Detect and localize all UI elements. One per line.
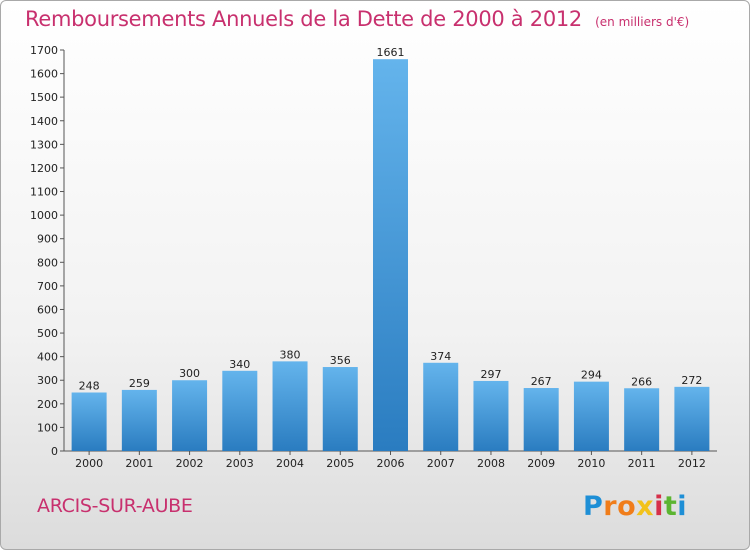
y-tick-label: 1700 xyxy=(30,44,58,57)
bar xyxy=(473,380,509,451)
bar xyxy=(624,388,660,451)
bar-value-label: 266 xyxy=(631,375,652,388)
x-tick-label: 2000 xyxy=(75,457,103,470)
unit-label: (en milliers d'€) xyxy=(595,15,690,29)
bar-value-label: 300 xyxy=(179,367,200,380)
bar xyxy=(272,361,308,451)
x-tick-label: 2001 xyxy=(125,457,153,470)
x-tick-label: 2004 xyxy=(276,457,304,470)
proxiti-logo: Proxiti xyxy=(583,491,687,522)
x-tick-label: 2008 xyxy=(477,457,505,470)
x-tick-label: 2009 xyxy=(527,457,555,470)
logo-part: i xyxy=(654,491,664,522)
bar-value-label: 267 xyxy=(531,375,552,388)
logo-part: P xyxy=(583,491,604,522)
y-tick-label: 1000 xyxy=(30,209,58,222)
bar xyxy=(573,381,609,451)
bar xyxy=(322,367,358,451)
y-tick-label: 1500 xyxy=(30,91,58,104)
chart-title: Remboursements Annuels de la Dette de 20… xyxy=(25,7,582,31)
x-tick-label: 2010 xyxy=(577,457,605,470)
bar xyxy=(373,59,408,452)
y-tick-label: 400 xyxy=(37,351,58,364)
bar-value-label: 259 xyxy=(129,377,150,390)
bar xyxy=(172,380,208,451)
y-tick-label: 1100 xyxy=(30,186,58,199)
bar xyxy=(423,362,459,451)
bar xyxy=(674,386,710,451)
bar-value-label: 340 xyxy=(229,358,250,371)
y-tick-label: 0 xyxy=(51,445,58,458)
logo-part: i xyxy=(677,491,688,522)
bar-value-label: 356 xyxy=(330,354,351,367)
y-tick-label: 500 xyxy=(37,327,58,340)
y-tick-label: 600 xyxy=(37,303,58,316)
logo-part: ro xyxy=(603,491,637,522)
y-tick-label: 300 xyxy=(37,374,58,387)
logo-part: t xyxy=(663,491,678,522)
y-tick-label: 800 xyxy=(37,256,58,269)
bar-value-label: 272 xyxy=(681,374,702,387)
bar xyxy=(71,392,107,451)
y-tick-label: 1200 xyxy=(30,162,58,175)
x-tick-label: 2003 xyxy=(226,457,254,470)
bar-value-label: 374 xyxy=(430,350,451,363)
y-tick-label: 1400 xyxy=(30,115,58,128)
bar-value-label: 297 xyxy=(480,368,501,381)
bar-value-label: 380 xyxy=(280,348,301,361)
bar-value-label: 1661 xyxy=(377,46,405,59)
title-row: Remboursements Annuels de la Dette de 20… xyxy=(25,7,689,31)
y-tick-label: 100 xyxy=(37,421,58,434)
x-tick-label: 2005 xyxy=(326,457,354,470)
y-tick-label: 200 xyxy=(37,398,58,411)
x-tick-label: 2012 xyxy=(678,457,706,470)
x-tick-label: 2006 xyxy=(377,457,405,470)
y-tick-label: 1600 xyxy=(30,68,58,81)
y-tick-label: 900 xyxy=(37,233,58,246)
logo-part: x xyxy=(636,491,655,522)
y-tick-label: 700 xyxy=(37,280,58,293)
bar xyxy=(222,370,258,451)
y-tick-label: 1300 xyxy=(30,138,58,151)
place-name: ARCIS-SUR-AUBE xyxy=(37,495,193,517)
x-tick-label: 2011 xyxy=(628,457,656,470)
x-tick-label: 2007 xyxy=(427,457,455,470)
bar xyxy=(523,388,559,451)
x-tick-label: 2002 xyxy=(176,457,204,470)
bar-value-label: 294 xyxy=(581,369,602,382)
bar-value-label: 248 xyxy=(79,380,100,393)
bar xyxy=(121,389,157,451)
